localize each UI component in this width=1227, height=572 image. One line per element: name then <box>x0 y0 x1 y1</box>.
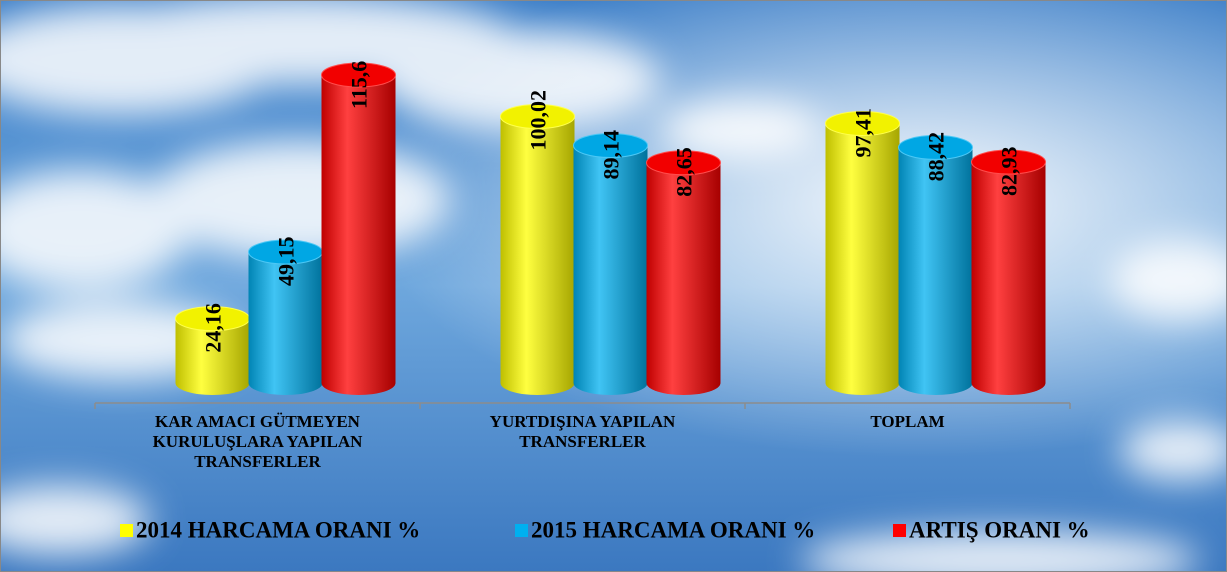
bar <box>322 63 396 395</box>
value-label: 49,15 <box>274 237 299 287</box>
x-tick-label: KAR AMACI GÜTMEYEN KURULUŞLARA YAPILAN T… <box>118 412 398 472</box>
value-label: 82,93 <box>997 147 1022 197</box>
value-label: 82,65 <box>672 147 697 197</box>
value-label: 100,02 <box>526 90 551 151</box>
x-tick-label-box: YURTDIŞINA YAPILAN TRANSFERLER <box>443 412 723 492</box>
cylinder-body <box>899 147 973 395</box>
chart: KAR AMACI GÜTMEYEN KURULUŞLARA YAPILAN T… <box>0 0 1227 572</box>
x-tick-label-box: KAR AMACI GÜTMEYEN KURULUŞLARA YAPILAN T… <box>118 412 398 492</box>
legend-label: 2014 HARCAMA ORANI % <box>136 517 420 542</box>
cylinder-body <box>501 117 575 395</box>
legend-swatch <box>515 524 528 537</box>
cylinder-body <box>322 75 396 395</box>
cylinder-body <box>826 123 900 395</box>
legend-label: 2015 HARCAMA ORANI % <box>531 517 815 542</box>
value-label: 24,16 <box>201 303 226 353</box>
x-tick-label: YURTDIŞINA YAPILAN TRANSFERLER <box>443 412 723 452</box>
legend-label: ARTIŞ ORANI % <box>909 517 1090 542</box>
x-tick-label: TOPLAM <box>768 412 1048 432</box>
cylinder-body <box>574 145 648 395</box>
value-label: 97,41 <box>851 108 876 158</box>
value-label: 115,6 <box>347 61 372 109</box>
value-label: 89,14 <box>599 130 624 180</box>
legend-swatch <box>893 524 906 537</box>
value-label: 88,42 <box>924 132 949 182</box>
legend-swatch <box>120 524 133 537</box>
x-tick-label-box: TOPLAM <box>768 412 1048 492</box>
